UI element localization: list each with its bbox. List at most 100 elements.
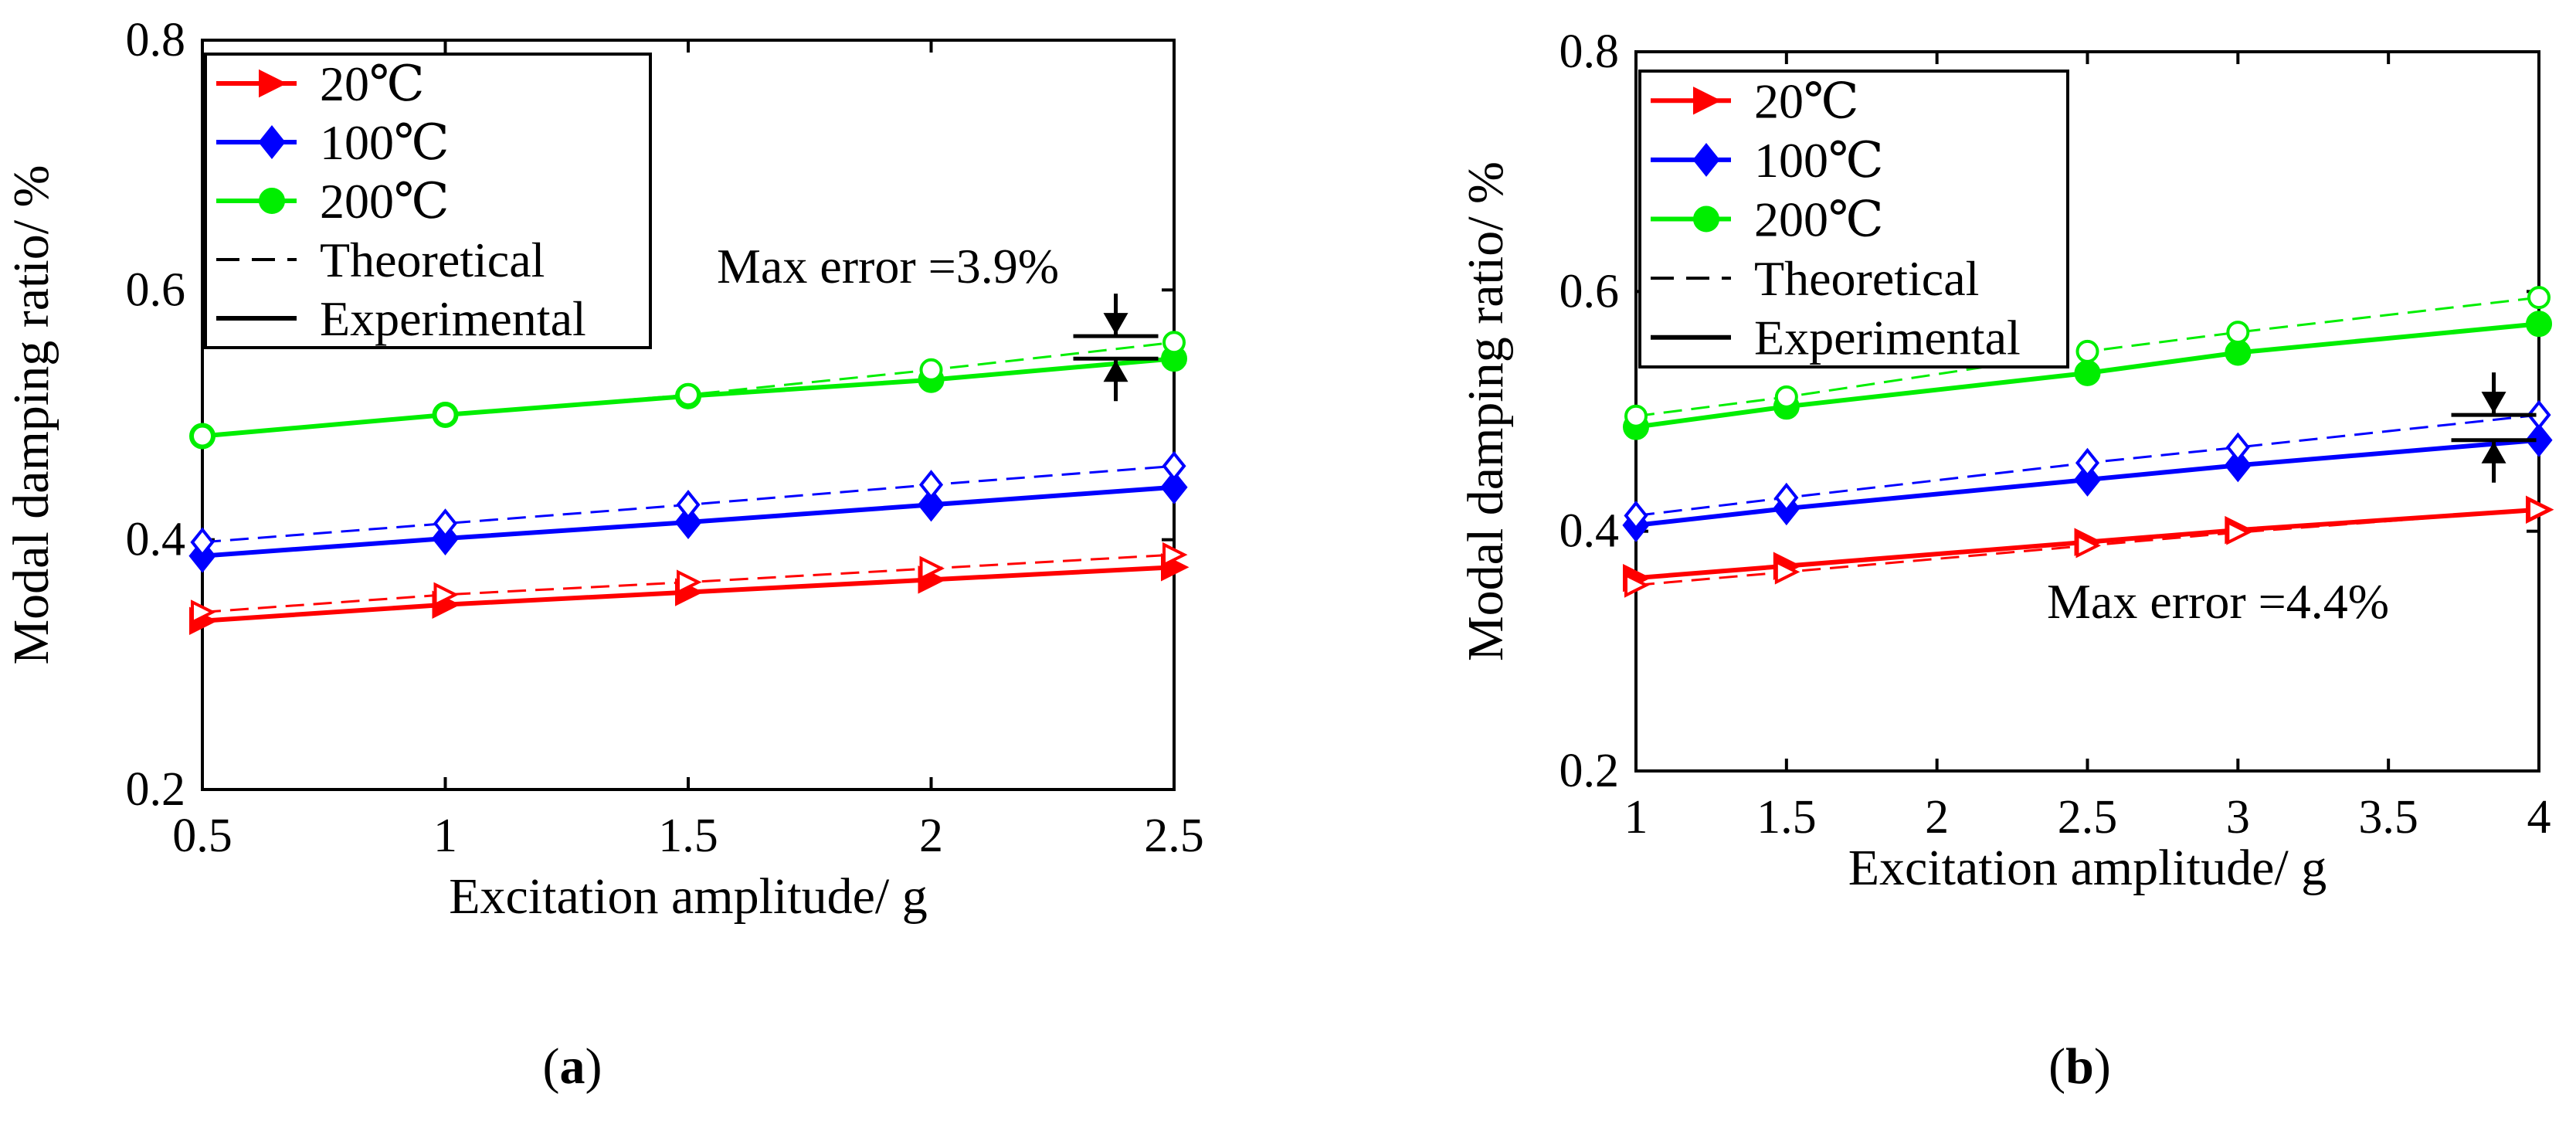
data-point-3-2 bbox=[2075, 447, 2100, 478]
max-error-annotation: Max error =4.4% bbox=[2047, 372, 2537, 629]
legend-marker-2 bbox=[1693, 205, 1719, 233]
data-point-3-0 bbox=[190, 527, 215, 558]
data-point-3-1 bbox=[1774, 482, 1799, 513]
series-theoretical-5 bbox=[191, 331, 1186, 448]
data-point-1-4 bbox=[1162, 542, 1188, 568]
legend-label-0: 20℃ bbox=[320, 56, 425, 111]
series-theoretical-1 bbox=[191, 542, 1188, 625]
y-axis-label: Modal damping ratio/ % bbox=[3, 165, 59, 664]
legend-label-3: Theoretical bbox=[1754, 251, 1979, 306]
legend-label-1: 100℃ bbox=[1754, 133, 1884, 188]
data-point-1-4 bbox=[2527, 497, 2553, 522]
data-point-3-0 bbox=[1624, 501, 1648, 531]
panel-label-open-paren: ( bbox=[2048, 1038, 2065, 1095]
x-tick-label: 1.5 bbox=[658, 810, 718, 862]
series-experimental-0 bbox=[189, 552, 1190, 635]
panel-label-close-paren: ) bbox=[2094, 1038, 2111, 1095]
chart-panel-a: 0.2 0.4 0.6 0.8 0.5 1 1.5 2 2.5 Excitation amplit… bbox=[3, 14, 1204, 1095]
panel-label-a: (a) bbox=[543, 1038, 602, 1095]
series-experimental-2 bbox=[188, 470, 1188, 573]
series-experimental-4 bbox=[1623, 311, 2552, 440]
y-tick-label: 0.2 bbox=[1560, 745, 1620, 797]
x-tick-label: 1 bbox=[433, 810, 457, 862]
legend-marker-1 bbox=[1692, 142, 1720, 177]
data-point-2-4 bbox=[2525, 423, 2553, 457]
legend-label-4: Experimental bbox=[1754, 311, 2021, 365]
legend-label-1: 100℃ bbox=[320, 115, 450, 170]
legend-marker-0 bbox=[1693, 87, 1722, 115]
x-tick-label: 2.5 bbox=[1144, 810, 1204, 862]
error-arrow-lower-head bbox=[2481, 441, 2506, 464]
data-point-1-0 bbox=[191, 599, 216, 625]
data-point-4-4 bbox=[2526, 311, 2552, 338]
legend-label-4: Experimental bbox=[320, 291, 586, 346]
data-point-1-2 bbox=[677, 569, 702, 595]
data-point-3-4 bbox=[1162, 450, 1186, 481]
data-point-5-3 bbox=[2226, 321, 2250, 345]
data-point-5-1 bbox=[433, 403, 457, 426]
x-tick-label: 0.5 bbox=[172, 810, 232, 862]
data-point-5-4 bbox=[1162, 331, 1186, 355]
series-theoretical-3 bbox=[1624, 399, 2551, 531]
panel-label-letter: b bbox=[2065, 1038, 2094, 1095]
data-point-5-2 bbox=[677, 383, 700, 407]
max-error-text: Max error =4.4% bbox=[2047, 574, 2389, 629]
data-point-1-1 bbox=[433, 582, 459, 608]
y-tick-label: 0.6 bbox=[1560, 265, 1620, 318]
data-point-5-0 bbox=[191, 424, 214, 448]
series-theoretical-1 bbox=[1624, 497, 2553, 598]
data-point-5-3 bbox=[919, 358, 943, 382]
max-error-text: Max error =3.9% bbox=[717, 239, 1059, 294]
series-theoretical-3 bbox=[190, 450, 1186, 558]
legend-label-3: Theoretical bbox=[320, 233, 545, 287]
max-error-annotation: Max error =3.9% bbox=[717, 239, 1159, 402]
data-point-3-4 bbox=[2527, 399, 2551, 430]
y-tick-label: 0.4 bbox=[1560, 505, 1620, 558]
data-point-1-3 bbox=[919, 555, 945, 582]
legend-label-0: 20℃ bbox=[1754, 73, 1859, 128]
data-point-3-3 bbox=[2225, 432, 2250, 463]
data-point-1-1 bbox=[1774, 559, 1800, 585]
data-point-5-1 bbox=[1774, 385, 1798, 409]
data-point-1-3 bbox=[2226, 519, 2252, 545]
legend-label-2: 200℃ bbox=[1754, 192, 1884, 247]
error-arrow-lower-head bbox=[1103, 360, 1128, 382]
x-tick-label: 3 bbox=[2226, 791, 2250, 844]
x-tick-label: 4 bbox=[2527, 791, 2551, 844]
y-tick-label: 0.2 bbox=[126, 763, 186, 816]
x-axis-label: Excitation amplitude/ g bbox=[449, 868, 928, 925]
x-tick-label: 1 bbox=[1624, 791, 1648, 844]
legend-label-2: 200℃ bbox=[320, 174, 450, 229]
data-point-1-0 bbox=[1624, 572, 1650, 598]
x-tick-label: 2 bbox=[1925, 791, 1949, 844]
series-experimental-2 bbox=[1622, 423, 2553, 542]
data-point-4-3 bbox=[2225, 339, 2252, 366]
error-arrow-upper-head bbox=[1103, 313, 1128, 335]
legend-marker-1 bbox=[258, 125, 286, 159]
data-point-2-4 bbox=[1160, 470, 1188, 504]
legend-marker-2 bbox=[259, 188, 285, 214]
data-point-5-4 bbox=[2527, 286, 2551, 310]
y-tick-label: 0.8 bbox=[1560, 25, 1620, 78]
x-tick-label: 2.5 bbox=[2058, 791, 2118, 844]
panel-label-b: (b) bbox=[2048, 1038, 2111, 1095]
series-theoretical-5 bbox=[1624, 286, 2551, 428]
data-point-4-2 bbox=[2074, 359, 2101, 386]
chart-panel-b: 0.2 0.4 0.6 0.8 1 1.5 2 2.5 3 3.5 4 Excitation ampl… bbox=[1458, 25, 2554, 1095]
data-point-2-3 bbox=[2224, 448, 2252, 483]
y-tick-label: 0.4 bbox=[126, 514, 186, 566]
legend-marker-0 bbox=[259, 69, 287, 98]
y-tick-label: 0.8 bbox=[126, 14, 186, 66]
data-point-3-3 bbox=[918, 470, 944, 500]
y-tick-label: 0.6 bbox=[126, 263, 186, 316]
x-axis-label: Excitation amplitude/ g bbox=[1848, 840, 2327, 896]
x-tick-label: 1.5 bbox=[1756, 791, 1817, 844]
x-tick-label: 3.5 bbox=[2358, 791, 2418, 844]
y-axis-label: Modal damping ratio/ % bbox=[1458, 161, 1514, 661]
data-point-1-2 bbox=[2075, 533, 2101, 559]
data-point-5-2 bbox=[2075, 339, 2099, 363]
panel-label-letter: a bbox=[560, 1038, 585, 1095]
data-point-3-2 bbox=[676, 489, 701, 520]
